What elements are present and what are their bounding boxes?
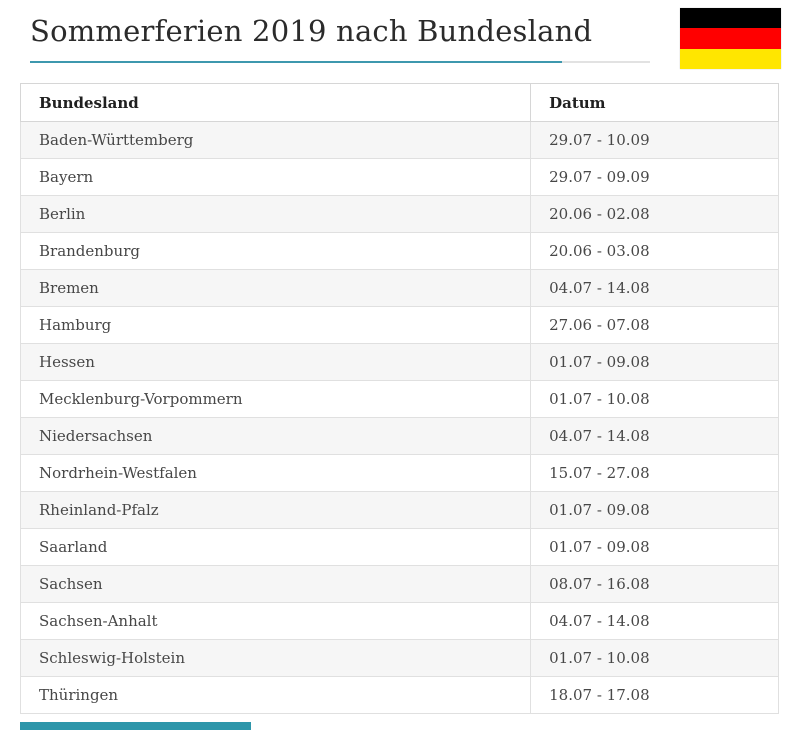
cell-datum: 01.07 - 10.08 xyxy=(530,639,779,677)
cell-datum: 01.07 - 09.08 xyxy=(530,343,779,381)
table-row: Bremen 04.07 - 14.08 xyxy=(19,269,779,307)
cell-bundesland: Sachsen xyxy=(19,565,532,603)
flag-stripe-gold xyxy=(680,48,781,69)
title-underline-teal-segment xyxy=(30,61,562,63)
cell-bundesland: Bremen xyxy=(19,269,532,307)
cell-bundesland: Hessen xyxy=(19,343,532,381)
cell-bundesland: Brandenburg xyxy=(19,232,532,270)
title-underline-gray-segment xyxy=(562,61,650,63)
cell-datum: 01.07 - 10.08 xyxy=(530,380,779,418)
cell-datum: 27.06 - 07.08 xyxy=(530,306,779,344)
cell-datum: 29.07 - 10.09 xyxy=(530,121,779,159)
table-header-row: Bundesland Datum xyxy=(19,83,779,122)
cell-bundesland: Baden-Württemberg xyxy=(19,121,532,159)
table-row: Schleswig-Holstein 01.07 - 10.08 xyxy=(19,639,779,677)
cell-datum: 29.07 - 09.09 xyxy=(530,158,779,196)
table-row: Nordrhein-Westfalen 15.07 - 27.08 xyxy=(19,454,779,492)
cell-datum: 01.07 - 09.08 xyxy=(530,491,779,529)
cell-datum: 01.07 - 09.08 xyxy=(530,528,779,566)
cell-bundesland: Nordrhein-Westfalen xyxy=(19,454,532,492)
cell-datum: 08.07 - 16.08 xyxy=(530,565,779,603)
flag-stripe-black xyxy=(680,8,781,29)
cell-bundesland: Schleswig-Holstein xyxy=(19,639,532,677)
cell-datum: 04.07 - 14.08 xyxy=(530,602,779,640)
flag-stripe-red xyxy=(680,28,781,49)
cell-bundesland: Sachsen-Anhalt xyxy=(19,602,532,640)
german-flag-icon xyxy=(680,8,781,69)
cell-bundesland: Saarland xyxy=(19,528,532,566)
cell-bundesland: Berlin xyxy=(19,195,532,233)
table-row: Rheinland-Pfalz 01.07 - 09.08 xyxy=(19,491,779,529)
table-row: Hessen 01.07 - 09.08 xyxy=(19,343,779,381)
cell-bundesland: Thüringen xyxy=(19,676,532,714)
cell-datum: 15.07 - 27.08 xyxy=(530,454,779,492)
column-header-datum: Datum xyxy=(530,83,779,122)
table-row: Hamburg 27.06 - 07.08 xyxy=(19,306,779,344)
table-body: Baden-Württemberg 29.07 - 10.09 Bayern 29.0… xyxy=(19,121,779,714)
cell-bundesland: Mecklenburg-Vorpommern xyxy=(19,380,532,418)
table-row: Brandenburg 20.06 - 03.08 xyxy=(19,232,779,270)
bottom-accent-bar xyxy=(20,722,251,730)
cell-datum: 04.07 - 14.08 xyxy=(530,417,779,455)
cell-datum: 20.06 - 03.08 xyxy=(530,232,779,270)
table-row: Mecklenburg-Vorpommern 01.07 - 10.08 xyxy=(19,380,779,418)
cell-bundesland: Rheinland-Pfalz xyxy=(19,491,532,529)
table-row: Niedersachsen 04.07 - 14.08 xyxy=(19,417,779,455)
cell-bundesland: Niedersachsen xyxy=(19,417,532,455)
table-row: Bayern 29.07 - 09.09 xyxy=(19,158,779,196)
table-row: Baden-Württemberg 29.07 - 10.09 xyxy=(19,121,779,159)
cell-bundesland: Bayern xyxy=(19,158,532,196)
table-row: Berlin 20.06 - 02.08 xyxy=(19,195,779,233)
cell-datum: 20.06 - 02.08 xyxy=(530,195,779,233)
cell-datum: 18.07 - 17.08 xyxy=(530,676,779,714)
table-row: Saarland 01.07 - 09.08 xyxy=(19,528,779,566)
table-row: Sachsen 08.07 - 16.08 xyxy=(19,565,779,603)
column-header-bundesland: Bundesland xyxy=(19,83,532,122)
cell-datum: 04.07 - 14.08 xyxy=(530,269,779,307)
title-underline xyxy=(30,61,650,63)
cell-bundesland: Hamburg xyxy=(19,306,532,344)
holiday-table: Bundesland Datum Baden-Württemberg 29.07 … xyxy=(19,83,779,714)
table-row: Thüringen 18.07 - 17.08 xyxy=(19,676,779,714)
page-title: Sommerferien 2019 nach Bundesland xyxy=(30,14,593,48)
table-row: Sachsen-Anhalt 04.07 - 14.08 xyxy=(19,602,779,640)
